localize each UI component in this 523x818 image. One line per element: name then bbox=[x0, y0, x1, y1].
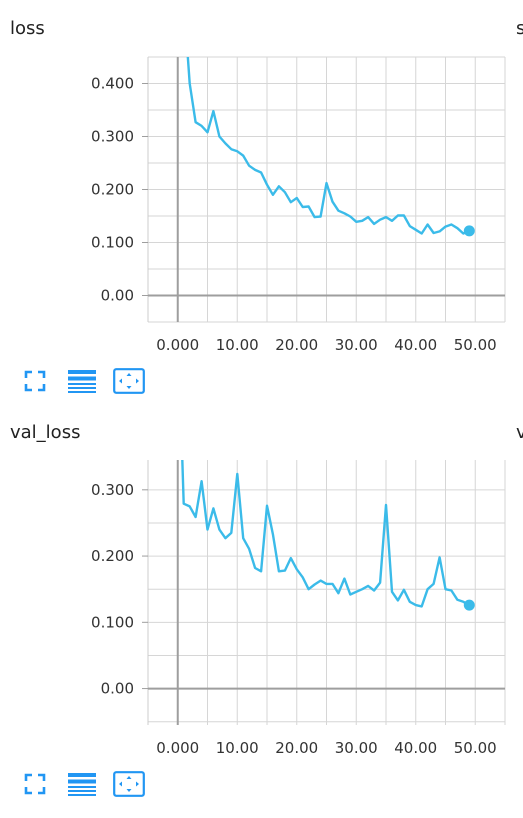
y-tick-label: 0.00 bbox=[101, 680, 134, 698]
series-line bbox=[181, 460, 470, 608]
next-card-title-clipped: s bbox=[516, 18, 523, 39]
y-tick-label: 0.00 bbox=[101, 287, 134, 305]
last-point-marker bbox=[463, 225, 475, 237]
val-loss-chart[interactable]: 0.00 0.100 0.200 0.300 0.000 10.00 20.00 30.00 4… bbox=[0, 410, 523, 770]
y-tick-label: 0.100 bbox=[91, 613, 134, 631]
x-tick-label: 40.00 bbox=[394, 739, 437, 757]
x-tick-label: 10.00 bbox=[216, 336, 259, 354]
fullscreen-button[interactable] bbox=[22, 367, 48, 395]
chart-toolbar bbox=[22, 367, 146, 395]
log-scale-icon bbox=[68, 370, 96, 393]
fullscreen-icon bbox=[24, 773, 46, 795]
x-tick-label: 0.000 bbox=[156, 739, 199, 757]
x-tick-label: 30.00 bbox=[335, 336, 378, 354]
fullscreen-icon bbox=[24, 370, 46, 392]
loss-card: loss s 0.00 0.100 0.200 0.300 0.400 0.000 10.0… bbox=[0, 0, 523, 395]
fit-domain-icon bbox=[113, 368, 145, 394]
loss-chart[interactable]: 0.00 0.100 0.200 0.300 0.400 0.000 10.00 20.00 3… bbox=[0, 0, 523, 370]
chart-toolbar bbox=[22, 770, 146, 798]
val-loss-card: val_loss v 0.00 0.100 0.200 0.300 0.000 10.00… bbox=[0, 410, 523, 818]
log-scale-icon bbox=[68, 773, 96, 796]
y-tick-label: 0.200 bbox=[91, 547, 134, 565]
y-tick-label: 0.300 bbox=[91, 481, 134, 499]
x-tick-label: 40.00 bbox=[394, 336, 437, 354]
log-scale-button[interactable] bbox=[66, 367, 98, 395]
y-tick-label: 0.100 bbox=[91, 234, 134, 252]
x-tick-label: 20.00 bbox=[275, 336, 318, 354]
series-line bbox=[186, 57, 470, 235]
x-tick-label: 50.00 bbox=[454, 336, 497, 354]
last-point-marker bbox=[463, 599, 475, 611]
y-tick-label: 0.400 bbox=[91, 75, 134, 93]
x-tick-label: 0.000 bbox=[156, 336, 199, 354]
x-tick-label: 10.00 bbox=[216, 739, 259, 757]
chart-title: val_loss bbox=[10, 422, 81, 443]
x-tick-label: 50.00 bbox=[454, 739, 497, 757]
x-tick-label: 30.00 bbox=[335, 739, 378, 757]
fit-domain-icon bbox=[113, 771, 145, 797]
fit-domain-button[interactable] bbox=[112, 367, 146, 395]
chart-title: loss bbox=[10, 18, 45, 39]
fullscreen-button[interactable] bbox=[22, 770, 48, 798]
next-card-title-clipped: v bbox=[516, 422, 523, 443]
y-tick-label: 0.300 bbox=[91, 128, 134, 146]
log-scale-button[interactable] bbox=[66, 770, 98, 798]
x-tick-label: 20.00 bbox=[275, 739, 318, 757]
y-tick-label: 0.200 bbox=[91, 181, 134, 199]
fit-domain-button[interactable] bbox=[112, 770, 146, 798]
